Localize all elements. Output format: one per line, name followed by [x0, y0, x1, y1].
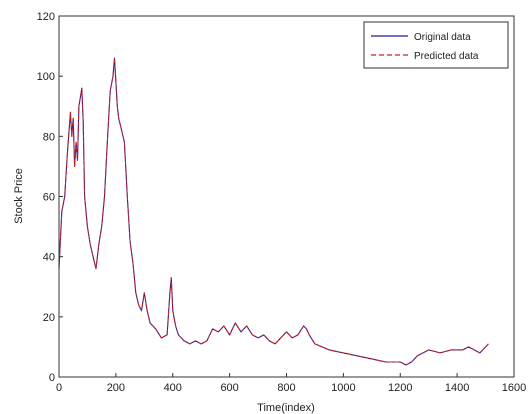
y-tick-label: 120 — [37, 11, 55, 23]
y-axis-label: Stock Price — [13, 168, 25, 224]
y-tick-label: 80 — [43, 131, 55, 143]
y-tick-label: 40 — [43, 252, 55, 264]
x-axis-label: Time(index) — [257, 402, 315, 414]
x-tick-label: 1200 — [388, 382, 412, 394]
legend: Original data Predicted data — [363, 21, 509, 69]
x-tick-label: 1000 — [331, 382, 355, 394]
series-line-predicted — [58, 57, 489, 366]
x-tick-label: 600 — [220, 382, 238, 394]
x-tick-label: 0 — [56, 382, 62, 394]
series-layer — [58, 57, 489, 366]
x-tick-label: 1600 — [502, 382, 526, 394]
x-tick-label: 200 — [107, 382, 125, 394]
axis-layer: 0 200 400 600 800 1000 1200 1400 1600 0 20 40 60 80 10… — [37, 11, 527, 394]
legend-box — [363, 21, 509, 69]
y-tick-label: 0 — [49, 372, 55, 384]
y-tick-label: 60 — [43, 192, 55, 204]
y-tick-label: 20 — [43, 312, 55, 324]
x-tick-label: 800 — [277, 382, 295, 394]
x-tick-label: 400 — [164, 382, 182, 394]
legend-label-original: Original data — [414, 32, 471, 43]
legend-label-predicted: Predicted data — [414, 51, 479, 62]
y-tick-label: 100 — [37, 71, 55, 83]
plot-frame — [58, 15, 515, 378]
plot-background — [59, 16, 514, 377]
x-tick-label: 1400 — [445, 382, 469, 394]
